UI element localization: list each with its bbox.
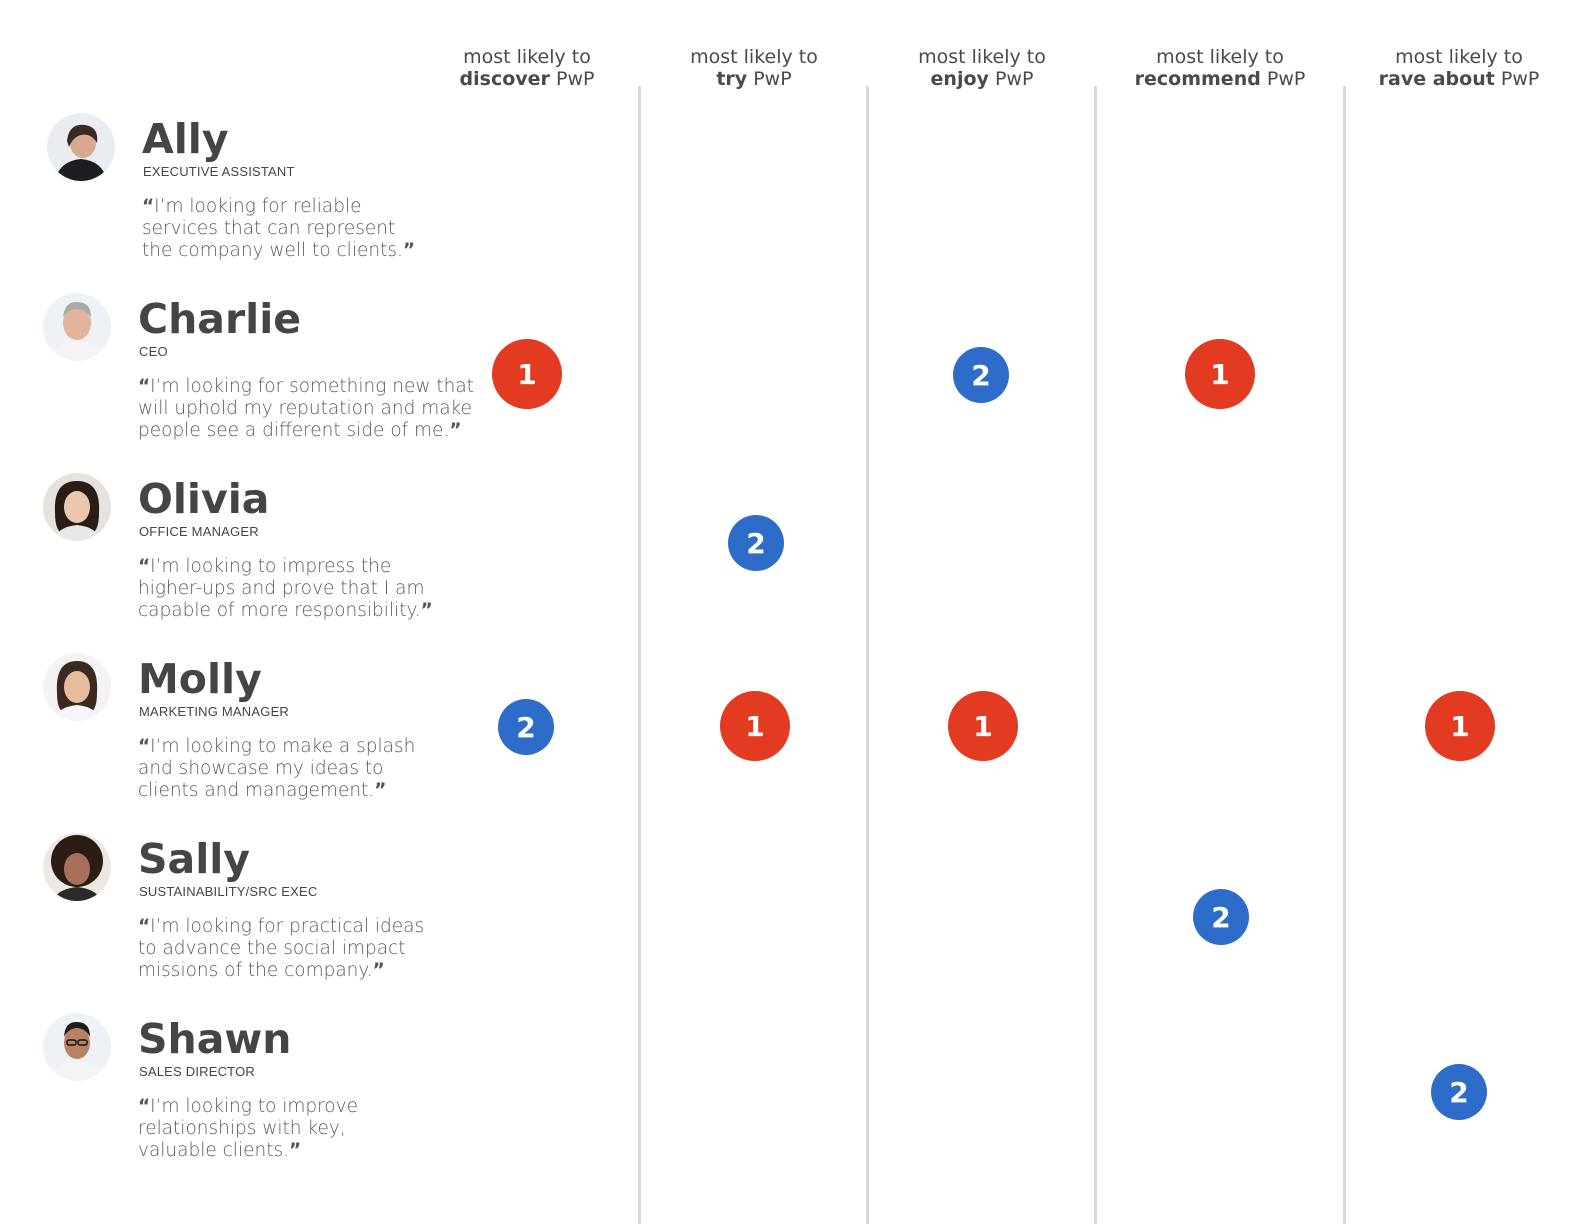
column-divider <box>638 86 641 1224</box>
rank-marker: 1 <box>1185 339 1255 409</box>
close-quote-mark: ” <box>402 240 416 261</box>
column-header-discover: most likely to discover PwP <box>417 46 637 90</box>
quote-line: valuable clients. <box>138 1140 289 1161</box>
persona-name: Olivia <box>138 475 270 523</box>
quote-line: missions of the company. <box>138 960 373 981</box>
rank-marker: 2 <box>1431 1064 1487 1120</box>
persona-role: EXECUTIVE ASSISTANT <box>143 164 295 179</box>
quote-line: capable of more responsibility. <box>138 600 421 621</box>
column-header-suffix: PwP <box>1500 68 1540 90</box>
quote-line: people see a different side of me. <box>138 420 450 441</box>
close-quote-mark: ” <box>420 600 433 621</box>
persona-name: Shawn <box>138 1015 292 1063</box>
column-header-suffix: PwP <box>1266 68 1306 90</box>
rank-marker: 1 <box>720 691 790 761</box>
column-header-suffix: PwP <box>555 68 595 90</box>
quote-line: I’m looking to impress the <box>150 556 392 577</box>
man-portrait-icon <box>43 1013 111 1081</box>
column-header-suffix: PwP <box>994 68 1034 90</box>
column-header-prefix: most likely to <box>1156 46 1284 68</box>
close-quote-mark: ” <box>449 420 462 441</box>
column-header-suffix: PwP <box>753 68 792 90</box>
quote-line: will uphold my reputation and make <box>138 398 472 419</box>
persona-name: Ally <box>142 115 229 163</box>
open-quote-mark: “ <box>138 736 151 757</box>
column-header-recommend: most likely to recommend PwP <box>1110 46 1330 90</box>
column-header-verb: discover <box>459 68 550 90</box>
column-header-verb: recommend <box>1134 68 1261 90</box>
rank-marker: 2 <box>953 347 1009 403</box>
column-header-prefix: most likely to <box>1395 46 1523 68</box>
column-divider <box>1094 86 1097 1224</box>
rank-marker: 1 <box>1425 691 1495 761</box>
quote-line: and showcase my ideas to <box>138 758 384 779</box>
persona-quote: “I’m looking to make a splash and showca… <box>138 736 415 802</box>
column-header-verb: rave about <box>1378 68 1495 90</box>
column-header-rave-about: most likely to rave about PwP <box>1349 46 1569 90</box>
persona-role: OFFICE MANAGER <box>139 524 259 539</box>
quote-line: I’m looking for reliable <box>154 196 362 217</box>
rank-marker: 1 <box>948 691 1018 761</box>
woman-portrait-icon <box>43 833 111 901</box>
rank-marker: 2 <box>1193 889 1249 945</box>
persona-role: SALES DIRECTOR <box>139 1064 255 1079</box>
persona-quote: “I’m looking for something new that will… <box>138 376 474 442</box>
rank-marker: 2 <box>498 699 554 755</box>
open-quote-mark: “ <box>138 376 151 397</box>
column-divider <box>866 86 869 1224</box>
quote-line: to advance the social impact <box>138 938 406 959</box>
woman-portrait-icon <box>43 653 111 721</box>
rank-marker: 1 <box>492 339 562 409</box>
open-quote-mark: “ <box>138 556 151 577</box>
persona-quote: “I’m looking to impress the higher-ups a… <box>138 556 433 622</box>
persona-name: Sally <box>138 835 251 883</box>
persona-quote: “I’m looking for reliable services that … <box>142 196 415 262</box>
close-quote-mark: ” <box>288 1140 302 1161</box>
open-quote-mark: “ <box>138 916 151 937</box>
quote-line: relationships with key, <box>138 1118 346 1139</box>
column-header-prefix: most likely to <box>918 46 1046 68</box>
woman-portrait-icon <box>47 113 115 181</box>
persona-role: CEO <box>139 344 168 359</box>
woman-portrait-icon <box>43 473 111 541</box>
close-quote-mark: ” <box>374 780 387 801</box>
open-quote-mark: “ <box>142 196 155 217</box>
close-quote-mark: ” <box>372 960 385 981</box>
persona-role: SUSTAINABILITY/SRC EXEC <box>139 884 318 899</box>
quote-line: clients and management. <box>138 780 375 801</box>
quote-line: services that can represent <box>142 218 396 239</box>
column-header-prefix: most likely to <box>690 46 818 68</box>
column-header-verb: enjoy <box>930 68 989 90</box>
column-header-enjoy: most likely to enjoy PwP <box>872 46 1092 90</box>
quote-line: the company well to clients. <box>142 240 403 261</box>
persona-name: Molly <box>138 655 262 703</box>
quote-line: I’m looking for something new that <box>150 376 474 397</box>
man-portrait-icon <box>43 293 111 361</box>
quote-line: higher-ups and prove that I am <box>138 578 425 599</box>
persona-role: MARKETING MANAGER <box>139 704 290 719</box>
persona-name: Charlie <box>138 295 302 343</box>
persona-quote: “I’m looking for practical ideas to adva… <box>138 916 424 982</box>
column-divider <box>1343 86 1346 1224</box>
column-header-try: most likely to try PwP <box>644 46 864 90</box>
quote-line: I’m looking to make a splash <box>150 736 416 757</box>
column-header-verb: try <box>716 68 748 90</box>
rank-marker: 2 <box>728 515 784 571</box>
quote-line: I’m looking for practical ideas <box>150 916 425 937</box>
persona-quote: “I’m looking to improve relationships wi… <box>138 1096 358 1162</box>
open-quote-mark: “ <box>138 1096 151 1117</box>
quote-line: I’m looking to improve <box>150 1096 358 1117</box>
column-header-prefix: most likely to <box>463 46 591 68</box>
